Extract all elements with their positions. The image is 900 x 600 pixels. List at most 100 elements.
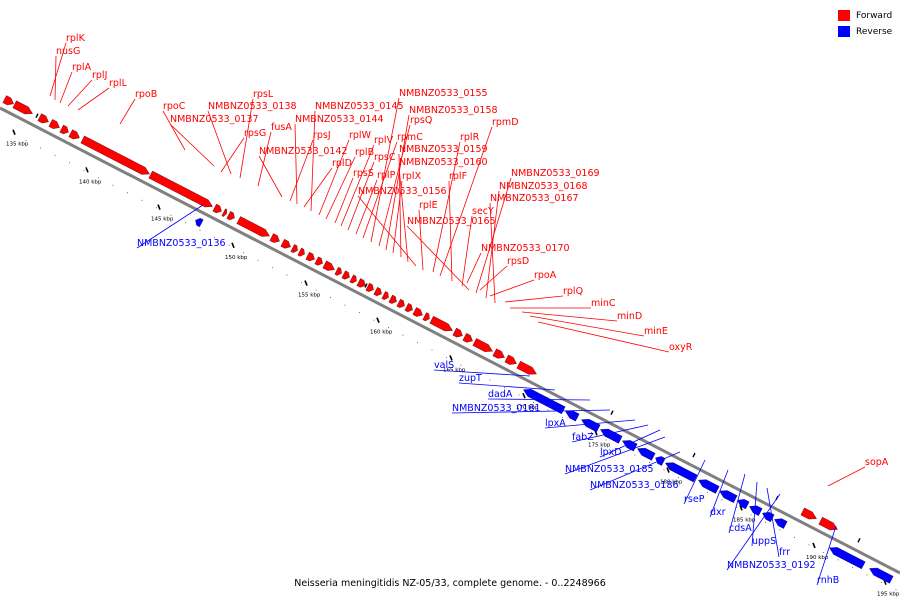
gene-label: NMBNZ0533_0167 (490, 193, 579, 204)
label-leader-line (355, 179, 378, 235)
label-leader-line (487, 398, 591, 401)
minor-tick (301, 282, 302, 284)
minor-tick (895, 589, 897, 591)
reverse-gene-arrow (698, 479, 720, 494)
minor-tick (489, 379, 491, 381)
label-leader-line (451, 409, 611, 414)
reverse-gene-arrow (665, 462, 698, 483)
label-leader-line (303, 167, 333, 208)
gene-label: NMBNZ0533_0186 (590, 480, 679, 491)
gene-label: rplE (419, 200, 438, 211)
label-leader-line (325, 156, 356, 220)
minor-tick (272, 267, 273, 269)
minor-tick (533, 402, 534, 404)
gene-label: rnhB (817, 575, 839, 586)
reverse-gene-arrow (869, 567, 894, 584)
label-leader-line (257, 131, 272, 187)
minor-tick (257, 259, 259, 261)
forward-gene-arrow (349, 274, 357, 284)
label-leader-line (827, 466, 866, 487)
label-leader-line (378, 124, 411, 247)
gene-label: NMBNZ0533_0138 (208, 101, 297, 112)
label-leader-line (816, 525, 837, 586)
label-leader-line (589, 451, 681, 491)
gene-label: NMBNZ0533_0159 (399, 144, 488, 155)
major-tick (857, 538, 861, 543)
minor-tick (649, 461, 650, 463)
minor-tick (779, 529, 781, 531)
forward-gene-arrow (48, 119, 60, 129)
minor-tick (678, 476, 679, 478)
label-leader-line (220, 137, 245, 173)
minor-tick (214, 237, 215, 239)
label-leader-line (49, 42, 67, 97)
gene-label: rpsJ (313, 130, 331, 141)
forward-gene-arrow (388, 294, 397, 304)
reverse-gene-arrow (774, 518, 788, 529)
major-tick (610, 410, 614, 416)
gene-label: rplL (109, 78, 128, 89)
gene-label: lpxD (600, 447, 622, 458)
gene-label: fabZ (572, 432, 594, 443)
gene-label: NMBNZ0533_0155 (399, 88, 488, 99)
minor-tick (663, 469, 665, 471)
gene-label: rplA (72, 62, 92, 73)
gene-label: NMBNZ0533_0192 (727, 560, 816, 571)
forward-gene-arrow (212, 203, 222, 214)
label-leader-line (67, 79, 93, 107)
legend-forward-swatch (838, 10, 850, 21)
gene-label: rplF (449, 171, 467, 182)
minor-tick (504, 387, 505, 389)
reverse-gene-arrow (195, 218, 204, 228)
minor-tick (170, 214, 172, 216)
minor-tick (25, 139, 27, 141)
gene-label: cdsA (729, 523, 752, 534)
forward-gene-arrow (221, 208, 228, 217)
label-leader-line (239, 98, 254, 179)
forward-gene-arrow (148, 170, 213, 208)
scale-tick (304, 280, 308, 286)
label-leader-line (537, 321, 670, 353)
label-leader-line (504, 295, 564, 303)
reverse-gene-arrow (600, 428, 623, 444)
gene-label: NMBNZ0533_0137 (170, 114, 259, 125)
label-leader-line (432, 141, 461, 273)
forward-gene-arrow (412, 307, 423, 317)
gene-label: NMBNZ0533_0156 (358, 186, 447, 197)
label-leader-line (439, 126, 493, 277)
gene-label: rpmC (397, 132, 423, 143)
label-leader-line (485, 190, 500, 299)
gene-label: rplX (402, 171, 422, 182)
forward-gene-arrow (297, 247, 305, 257)
minor-tick (765, 521, 766, 523)
gene-label: uppS (752, 536, 776, 547)
label-leader-line (433, 369, 531, 377)
gene-label: rplB (355, 147, 374, 158)
label-leader-line (766, 487, 780, 558)
gene-layer (2, 95, 894, 584)
scale-tick-label: 175 kbp (588, 442, 611, 448)
label-leader-line (728, 473, 746, 534)
forward-gene-arrow (226, 211, 235, 221)
minor-tick (199, 229, 201, 231)
minor-tick (344, 304, 346, 306)
label-leader-line (571, 424, 649, 443)
legend-reverse-label: Reverse (856, 26, 893, 37)
gene-label: rpsC (374, 152, 396, 163)
label-leader-line (599, 429, 661, 458)
forward-gene-arrow (68, 129, 80, 140)
gene-label: NMBNZ0533_0160 (399, 157, 488, 168)
label-leader-line (448, 180, 453, 282)
scale-tick (157, 204, 161, 210)
minor-tick (605, 439, 607, 441)
gene-label: NMBNZ0533_0144 (295, 114, 384, 125)
gene-label: secY (472, 206, 494, 217)
minor-tick (359, 312, 360, 314)
label-leader-line (489, 279, 535, 297)
label-leader-line (59, 71, 73, 104)
gene-label: rseP (684, 494, 705, 505)
scale-tick-label: 190 kbp (806, 555, 829, 561)
label-leader-line (162, 110, 186, 151)
minor-tick (446, 357, 447, 359)
legend-reverse: Reverse (838, 25, 900, 38)
